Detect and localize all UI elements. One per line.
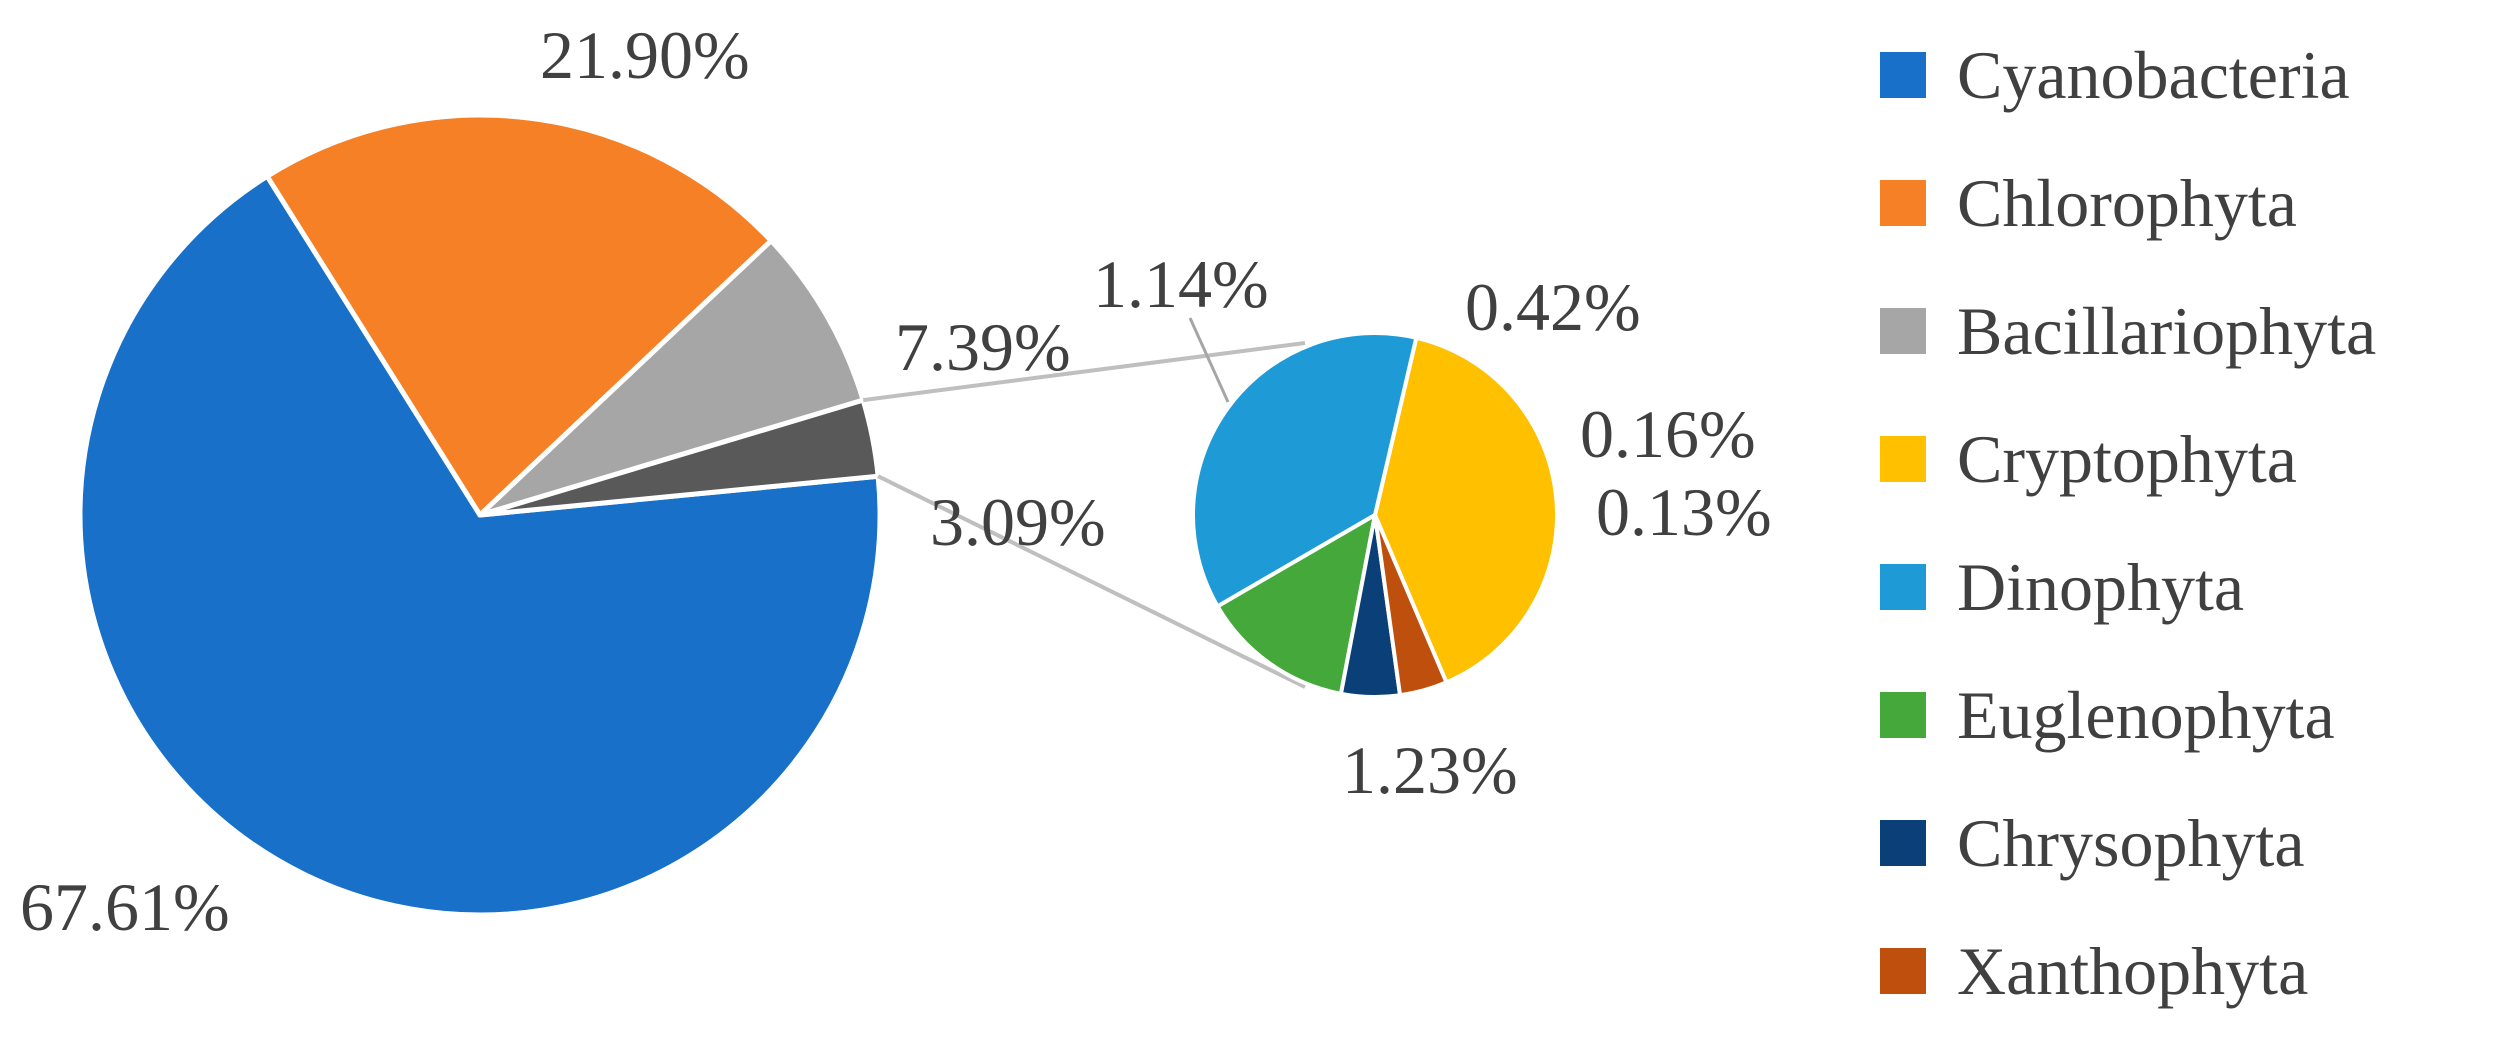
secondary-pie (1191, 331, 1559, 699)
legend-item-chrysophyta: Chrysophyta (1880, 805, 2305, 881)
secondary-slice-euglenophyta (1215, 513, 1377, 696)
data-label-cryptophyta: 1.23% (1342, 732, 1518, 808)
main-slice-chlorophyta (264, 112, 774, 518)
main-slice-cyanobacteria (77, 173, 883, 918)
secondary-slice-dinophyta (1191, 331, 1419, 609)
secondary-slice-xanthophyta (1373, 513, 1449, 698)
legend-label-dinophyta: Dinophyta (1957, 549, 2244, 625)
data-label-euglenophyta: 0.42% (1465, 269, 1641, 345)
legend-label-chlorophyta: Chlorophyta (1957, 165, 2297, 241)
legend-item-xanthophyta: Xanthophyta (1880, 933, 2308, 1009)
legend-label-euglenophyta: Euglenophyta (1957, 677, 2335, 753)
legend-item-euglenophyta: Euglenophyta (1880, 677, 2335, 753)
legend-swatch-euglenophyta (1880, 692, 1926, 738)
data-label-xanthophyta: 0.13% (1596, 474, 1772, 550)
main-pie (77, 112, 883, 918)
legend-swatch-xanthophyta (1880, 948, 1926, 994)
legend-item-dinophyta: Dinophyta (1880, 549, 2244, 625)
legend-swatch-dinophyta (1880, 564, 1926, 610)
legend-label-cyanobacteria: Cyanobacteria (1957, 37, 2350, 113)
connector-lines (862, 341, 1306, 689)
main-slice-bacillariophyta (477, 238, 866, 518)
data-labels: 67.61% 21.90% 7.39% 3.09% 1.23% 1.14% 0.42% 0.1… (20, 17, 1772, 945)
legend-label-bacillariophyta: Bacillariophyta (1957, 293, 2376, 369)
data-label-chlorophyta: 21.90% (540, 17, 750, 93)
leader-line-dinophyta (1188, 317, 1230, 403)
data-label-dinophyta: 1.14% (1093, 246, 1269, 322)
legend-item-cyanobacteria: Cyanobacteria (1880, 37, 2350, 113)
data-label-bacillariophyta: 7.39% (895, 309, 1071, 385)
secondary-slice-cryptophyta (1373, 335, 1559, 685)
legend-item-cryptophyta: Cryptophyta (1880, 421, 2297, 497)
legend-swatch-cryptophyta (1880, 436, 1926, 482)
data-label-other: 3.09% (930, 484, 1106, 560)
connector-line-top (862, 341, 1306, 403)
data-label-chrysophyta: 0.16% (1580, 396, 1756, 472)
connector-line-bottom (877, 474, 1306, 689)
legend-label-xanthophyta: Xanthophyta (1957, 933, 2308, 1009)
legend-swatch-bacillariophyta (1880, 308, 1926, 354)
data-label-cyanobacteria: 67.61% (20, 869, 230, 945)
legend-item-chlorophyta: Chlorophyta (1880, 165, 2297, 241)
legend-swatch-chrysophyta (1880, 820, 1926, 866)
legend: Cyanobacteria Chlorophyta Bacillariophyta C… (1880, 37, 2376, 1009)
legend-item-bacillariophyta: Bacillariophyta (1880, 293, 2376, 369)
legend-swatch-cyanobacteria (1880, 52, 1926, 98)
legend-label-cryptophyta: Cryptophyta (1957, 421, 2297, 497)
legend-swatch-chlorophyta (1880, 180, 1926, 226)
legend-label-chrysophyta: Chrysophyta (1957, 805, 2305, 881)
